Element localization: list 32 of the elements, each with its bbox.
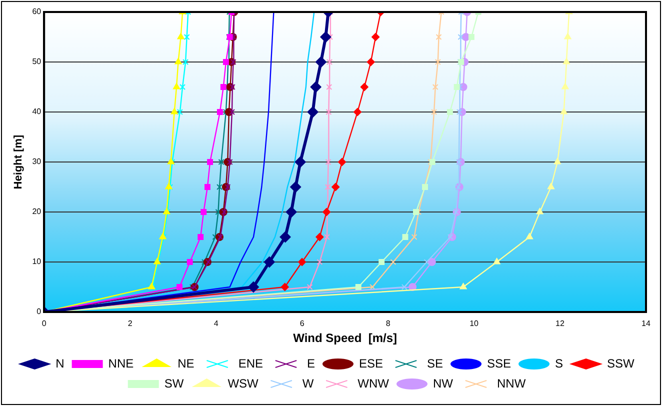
legend-label: SW xyxy=(164,376,184,390)
x-tick-label: 8 xyxy=(386,319,391,328)
legend-label: ESE xyxy=(358,356,384,370)
legend-label: SE xyxy=(427,356,444,370)
x-tick-label: 2 xyxy=(128,319,133,328)
legend-label: S xyxy=(555,356,564,370)
y-tick-label: 30 xyxy=(32,157,42,166)
x-tick-label: 4 xyxy=(214,319,219,328)
y-tick-label: 0 xyxy=(36,307,42,316)
y-tick-label: 40 xyxy=(32,107,42,116)
legend-label: NE xyxy=(178,356,194,370)
x-tick-label: 14 xyxy=(642,319,651,328)
x-tick-label: 10 xyxy=(470,319,480,328)
x-tick-label: 12 xyxy=(556,319,566,328)
legend-label: NW xyxy=(432,376,454,390)
legend-label: NNE xyxy=(108,356,134,370)
y-tick-label: 20 xyxy=(32,207,42,216)
y-axis-title: Height [m] xyxy=(12,134,25,190)
legend-label: NNW xyxy=(496,376,526,390)
y-tick-label: 60 xyxy=(32,7,42,16)
legend-label: W xyxy=(302,376,314,390)
x-axis-title: Wind Speed [m/s] xyxy=(293,331,397,346)
x-tick-label: 6 xyxy=(300,319,305,328)
legend-label: SSE xyxy=(487,356,512,370)
legend-label: N xyxy=(56,356,64,370)
legend-label: SSW xyxy=(607,356,636,370)
y-tick-label: 10 xyxy=(32,257,42,266)
legend-label: ENE xyxy=(238,356,263,370)
legend-label: WNW xyxy=(358,376,390,390)
legend-label: E xyxy=(306,356,315,370)
legend-label: WSW xyxy=(228,376,260,390)
y-tick-label: 50 xyxy=(32,57,42,66)
